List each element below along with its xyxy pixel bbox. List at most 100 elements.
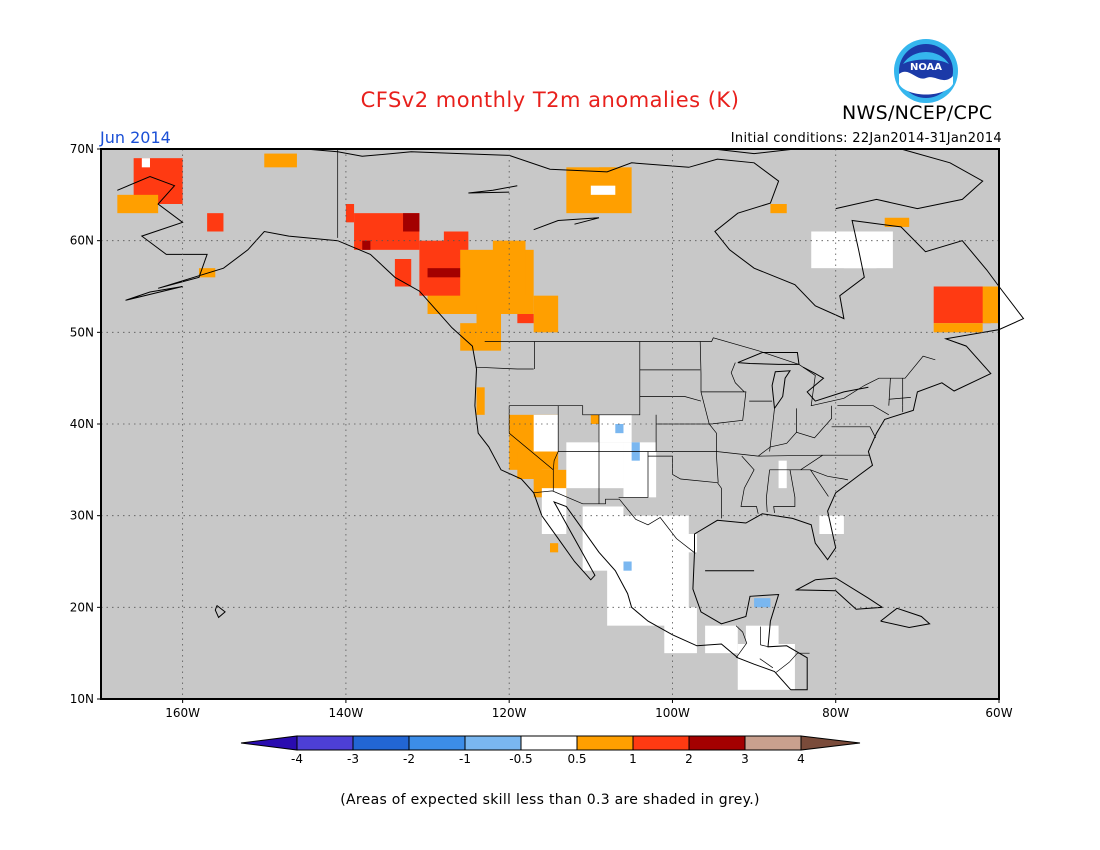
initial-conditions-label: Initial conditions: 22Jan2014-31Jan2014	[730, 131, 1002, 146]
legend-swatch	[632, 735, 690, 751]
x-tick-label: 120W	[492, 706, 527, 720]
anomaly-cell	[207, 213, 224, 232]
coastline	[880, 607, 931, 629]
anomaly-cell	[737, 644, 795, 690]
state-border	[760, 626, 769, 648]
state-border	[810, 469, 829, 497]
state-border	[888, 378, 891, 406]
legend-swatch	[296, 735, 354, 751]
anomaly-cell	[664, 607, 697, 654]
legend-label: -2	[403, 752, 415, 766]
anomaly-cell	[264, 153, 297, 168]
y-tick-label: 10N	[70, 692, 94, 706]
legend-label: -0.5	[509, 752, 532, 766]
svg-text:NOAA: NOAA	[910, 62, 942, 73]
chart-title: CFSv2 monthly T2m anomalies (K)	[360, 88, 740, 112]
anomaly-cell	[982, 286, 999, 324]
y-tick-label: 40N	[70, 417, 94, 431]
coastline	[713, 148, 795, 155]
coastline	[835, 148, 984, 210]
legend-label: -3	[347, 752, 359, 766]
anomaly-cell	[884, 217, 910, 227]
anomaly-cell	[533, 295, 559, 333]
state-border	[740, 455, 759, 514]
anomaly-cell	[117, 194, 159, 214]
coastline	[125, 286, 183, 301]
state-border	[757, 405, 832, 457]
anomaly-cell	[141, 158, 150, 168]
legend-label: 2	[685, 752, 693, 766]
coastline	[771, 370, 791, 409]
coastline	[794, 577, 884, 610]
footnote: (Areas of expected skill less than 0.3 a…	[340, 792, 760, 808]
anomaly-cell	[819, 515, 844, 534]
y-tick-label: 20N	[70, 600, 94, 614]
anomaly-cell	[933, 323, 983, 333]
legend-swatch	[520, 735, 578, 751]
state-border	[509, 341, 641, 416]
anomaly-cell	[460, 323, 477, 351]
legend-label: 4	[797, 752, 805, 766]
state-border	[618, 451, 649, 498]
agency-label: NWS/NCEP/CPC	[842, 102, 993, 124]
anomaly-cell	[476, 304, 502, 351]
noaa-logo-icon: NOAA	[894, 39, 958, 103]
state-border	[639, 396, 702, 402]
anomaly-cell	[517, 314, 534, 324]
legend-label: 1	[629, 752, 637, 766]
x-tick-label: 60W	[985, 706, 1012, 720]
y-tick-label: 70N	[70, 142, 94, 156]
coastline	[117, 175, 792, 691]
legend-swatch	[408, 735, 466, 751]
coastline	[468, 185, 518, 194]
x-tick-label: 100W	[655, 706, 690, 720]
state-border	[888, 397, 911, 400]
anomaly-cell	[345, 204, 355, 223]
anomaly-cell	[705, 625, 738, 654]
legend-label: -1	[459, 752, 471, 766]
anomaly-cell	[443, 231, 469, 250]
month-label: Jun 2014	[100, 128, 171, 147]
anomaly-cell	[680, 534, 697, 553]
state-border	[735, 625, 748, 659]
coastline	[305, 148, 1025, 691]
coastline	[533, 217, 600, 231]
y-tick-label: 30N	[70, 509, 94, 523]
anomaly-cell	[615, 424, 624, 434]
state-border	[656, 391, 747, 425]
state-border	[773, 469, 796, 513]
coastline	[802, 366, 869, 402]
state-border	[475, 366, 534, 370]
anomaly-cell	[476, 387, 485, 415]
state-border	[769, 408, 775, 452]
y-tick-label: 60N	[70, 234, 94, 248]
anomaly-cell	[770, 204, 787, 214]
state-border	[532, 490, 696, 554]
anomaly-cell	[427, 268, 461, 278]
state-border	[765, 469, 770, 513]
coastline	[214, 605, 226, 619]
x-tick-label: 140W	[329, 706, 364, 720]
anomaly-cell	[550, 543, 559, 553]
anomaly-cell	[566, 442, 624, 489]
anomaly-cell	[541, 488, 567, 534]
y-tick-label: 50N	[70, 325, 94, 339]
anomaly-cell	[933, 286, 991, 324]
legend-label: -4	[291, 752, 303, 766]
legend-arrow-low	[240, 735, 298, 751]
state-border	[831, 426, 877, 438]
x-tick-label: 80W	[822, 706, 849, 720]
legend-label: 3	[741, 752, 749, 766]
state-border	[800, 469, 849, 481]
anomaly-cell	[754, 598, 771, 608]
legend-swatch	[744, 735, 802, 751]
legend-swatch	[352, 735, 410, 751]
state-border	[945, 338, 967, 347]
anomaly-cell	[778, 460, 787, 489]
legend-swatch	[464, 735, 522, 751]
legend-swatch	[688, 735, 746, 751]
anomaly-cell	[843, 259, 877, 269]
legend-label: 0.5	[567, 752, 586, 766]
state-border	[730, 362, 745, 393]
